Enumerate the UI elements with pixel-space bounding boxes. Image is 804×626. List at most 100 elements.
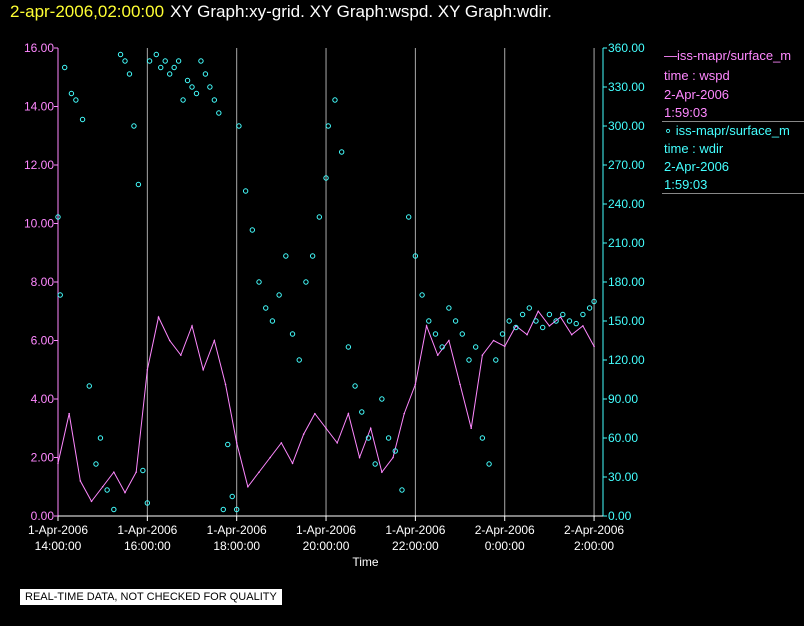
wdir-point bbox=[57, 292, 63, 298]
wspd-point bbox=[79, 480, 82, 482]
wdir-point bbox=[216, 110, 222, 116]
wdir-point bbox=[338, 149, 345, 155]
x-tick-date: 2-Apr-2006 bbox=[564, 523, 624, 537]
x-tick-time: 14:00:00 bbox=[35, 539, 82, 553]
wdir-point bbox=[175, 58, 182, 64]
graph-date: 2-apr-2006,02:00:00 bbox=[10, 2, 165, 21]
x-tick-date: 1-Apr-2006 bbox=[385, 523, 445, 537]
wdir-point bbox=[189, 84, 195, 90]
wdir-point bbox=[493, 357, 499, 363]
y-right-tick-label: 150.00 bbox=[608, 314, 645, 328]
y-right-tick-label: 210.00 bbox=[608, 236, 645, 250]
wdir-point bbox=[560, 311, 566, 318]
wspd-point bbox=[381, 471, 383, 473]
legend-wspd-name: —iss-mapr/surface_m bbox=[664, 48, 792, 63]
y-right-tick-label: 60.00 bbox=[608, 431, 638, 445]
wspd-point bbox=[582, 325, 584, 327]
x-tick-date: 1-Apr-2006 bbox=[207, 523, 267, 537]
wdir-point bbox=[426, 318, 432, 324]
wdir-point bbox=[439, 344, 445, 350]
wdir-point bbox=[180, 97, 186, 103]
wspd-point bbox=[425, 325, 428, 327]
wspd-point bbox=[570, 333, 573, 336]
legend-wspd-time: 1:59:03 bbox=[664, 105, 708, 120]
wspd-point bbox=[403, 412, 406, 415]
wdir-point bbox=[122, 58, 128, 64]
wdir-point bbox=[126, 71, 133, 77]
y-right-tick-label: 240.00 bbox=[608, 197, 645, 211]
graph-names: XY Graph:xy-grid. XY Graph:wspd. XY Grap… bbox=[170, 2, 552, 21]
wdir-point bbox=[207, 84, 213, 90]
wspd-point bbox=[280, 442, 283, 444]
wdir-point bbox=[202, 71, 209, 77]
wspd-point bbox=[57, 462, 59, 465]
wspd-point bbox=[414, 383, 417, 386]
wspd-point bbox=[90, 500, 93, 503]
wdir-point bbox=[466, 357, 472, 363]
wdir-point bbox=[419, 292, 425, 298]
x-tick-time: 0:00:00 bbox=[485, 539, 525, 553]
wspd-point bbox=[291, 462, 294, 465]
wdir-point bbox=[303, 279, 309, 285]
wdir-point bbox=[533, 318, 539, 324]
wdir-point bbox=[153, 51, 159, 58]
x-tick-date: 1-Apr-2006 bbox=[28, 523, 88, 537]
wspd-point bbox=[101, 485, 104, 488]
wdir-point bbox=[365, 435, 372, 441]
wdir-point bbox=[332, 97, 338, 103]
wdir-point bbox=[242, 188, 249, 194]
wdir-point bbox=[412, 253, 419, 259]
legend-wspd-label: iss-mapr/surface_m bbox=[677, 48, 792, 63]
wspd-point bbox=[247, 485, 249, 488]
wdir-point bbox=[86, 383, 92, 389]
wdir-point bbox=[591, 298, 597, 305]
wspd-point bbox=[347, 412, 350, 415]
wspd-point bbox=[559, 316, 562, 318]
wspd-point bbox=[213, 339, 216, 342]
wdir-point bbox=[193, 90, 200, 97]
x-tick-time: 16:00:00 bbox=[124, 539, 171, 553]
wdir-point bbox=[472, 344, 479, 350]
wdir-point bbox=[225, 441, 231, 448]
x-axis-label: Time bbox=[352, 555, 379, 569]
wdir-point bbox=[171, 64, 177, 71]
wdir-point bbox=[573, 320, 579, 327]
wdir-point bbox=[229, 493, 235, 500]
wdir-point bbox=[289, 331, 296, 337]
wdir-point bbox=[513, 324, 519, 331]
y-left-tick-label: 2.00 bbox=[31, 451, 55, 465]
wdir-point bbox=[104, 487, 110, 493]
wdir-point bbox=[256, 279, 262, 285]
wdir-point bbox=[184, 77, 191, 84]
wdir-point bbox=[479, 435, 486, 441]
wdir-point bbox=[546, 311, 553, 318]
y-right-tick-label: 30.00 bbox=[608, 470, 638, 484]
y-left-tick-label: 12.00 bbox=[24, 158, 54, 172]
wspd-point bbox=[392, 456, 394, 459]
wdir-point bbox=[135, 181, 142, 188]
legend-separator-bottom bbox=[662, 193, 804, 194]
wdir-point bbox=[55, 214, 61, 220]
wspd-point bbox=[180, 354, 182, 356]
wdir-point bbox=[166, 71, 173, 77]
quality-disclaimer: REAL-TIME DATA, NOT CHECKED FOR QUALITY bbox=[20, 589, 282, 605]
y-right-tick-label: 360.00 bbox=[608, 41, 645, 55]
y-right-tick-label: 90.00 bbox=[608, 392, 638, 406]
legend-wdir-field: time : wdir bbox=[664, 141, 724, 156]
wdir-point bbox=[580, 311, 586, 318]
wdir-point bbox=[392, 448, 398, 454]
y-left-tick-label: 10.00 bbox=[24, 217, 54, 231]
wspd-point bbox=[548, 325, 551, 327]
wdir-point bbox=[162, 58, 168, 64]
wspd-point bbox=[593, 345, 595, 348]
wdir-point bbox=[144, 500, 151, 506]
y-left-tick-label: 14.00 bbox=[24, 100, 54, 114]
x-tick-time: 20:00:00 bbox=[303, 539, 350, 553]
wdir-point bbox=[220, 506, 226, 513]
wspd-point bbox=[258, 471, 260, 473]
y-right-tick-label: 120.00 bbox=[608, 353, 645, 367]
wdir-point bbox=[586, 305, 593, 311]
x-tick-time: 18:00:00 bbox=[213, 539, 260, 553]
wdir-point bbox=[379, 396, 385, 402]
wspd-point bbox=[202, 368, 204, 371]
